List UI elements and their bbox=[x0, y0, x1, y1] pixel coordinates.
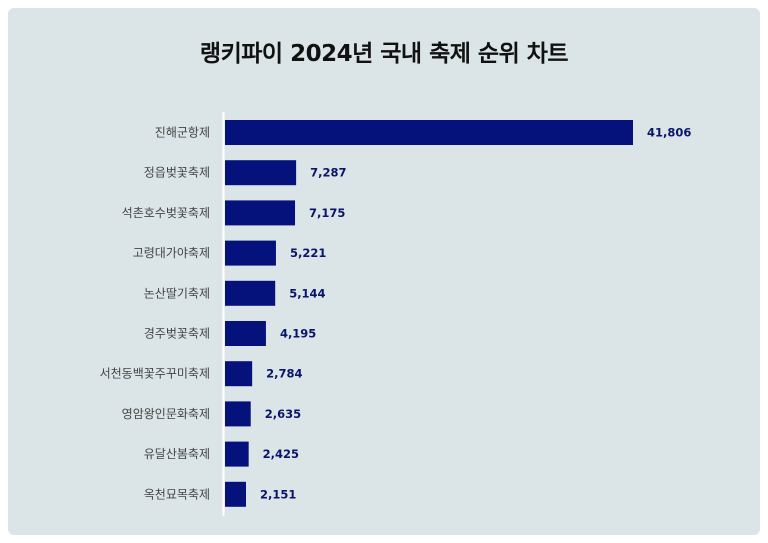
category-label: 고령대가야축제 bbox=[133, 246, 210, 260]
value-label: 7,175 bbox=[309, 206, 345, 220]
bar-4 bbox=[225, 240, 276, 266]
bar-9 bbox=[225, 441, 249, 467]
value-label: 5,144 bbox=[289, 286, 325, 300]
value-label: 5,221 bbox=[290, 246, 326, 260]
value-label: 4,195 bbox=[280, 327, 316, 341]
category-label: 유달산봄축제 bbox=[144, 447, 210, 461]
value-label: 41,806 bbox=[647, 126, 691, 140]
value-label: 2,635 bbox=[265, 407, 301, 421]
category-label: 옥천묘목축제 bbox=[144, 486, 210, 501]
category-label: 영암왕인문화축제 bbox=[122, 407, 210, 421]
value-label: 2,784 bbox=[266, 367, 302, 381]
category-label: 진해군항제 bbox=[155, 126, 210, 140]
bar-1 bbox=[225, 120, 633, 145]
category-label: 정읍벚꽃축제 bbox=[144, 166, 210, 180]
category-label: 논산딸기축제 bbox=[144, 286, 210, 300]
bar-6 bbox=[225, 321, 266, 346]
chart-background bbox=[8, 8, 760, 535]
value-label: 2,151 bbox=[260, 487, 296, 501]
bar-7 bbox=[225, 361, 253, 387]
chart-title: 랭키파이 2024년 국내 축제 순위 차트 bbox=[199, 41, 569, 67]
bar-8 bbox=[225, 401, 251, 427]
bar-2 bbox=[225, 160, 297, 186]
category-label: 석촌호수벚꽃축제 bbox=[122, 206, 210, 220]
value-label: 7,287 bbox=[310, 166, 346, 180]
bar-5 bbox=[225, 280, 276, 306]
category-label: 경주벚꽃축제 bbox=[144, 327, 210, 341]
value-label: 2,425 bbox=[263, 447, 299, 461]
bar-10 bbox=[225, 481, 246, 507]
bar-3 bbox=[225, 200, 296, 226]
category-label: 서천동백꽃주꾸미축제 bbox=[100, 366, 210, 381]
